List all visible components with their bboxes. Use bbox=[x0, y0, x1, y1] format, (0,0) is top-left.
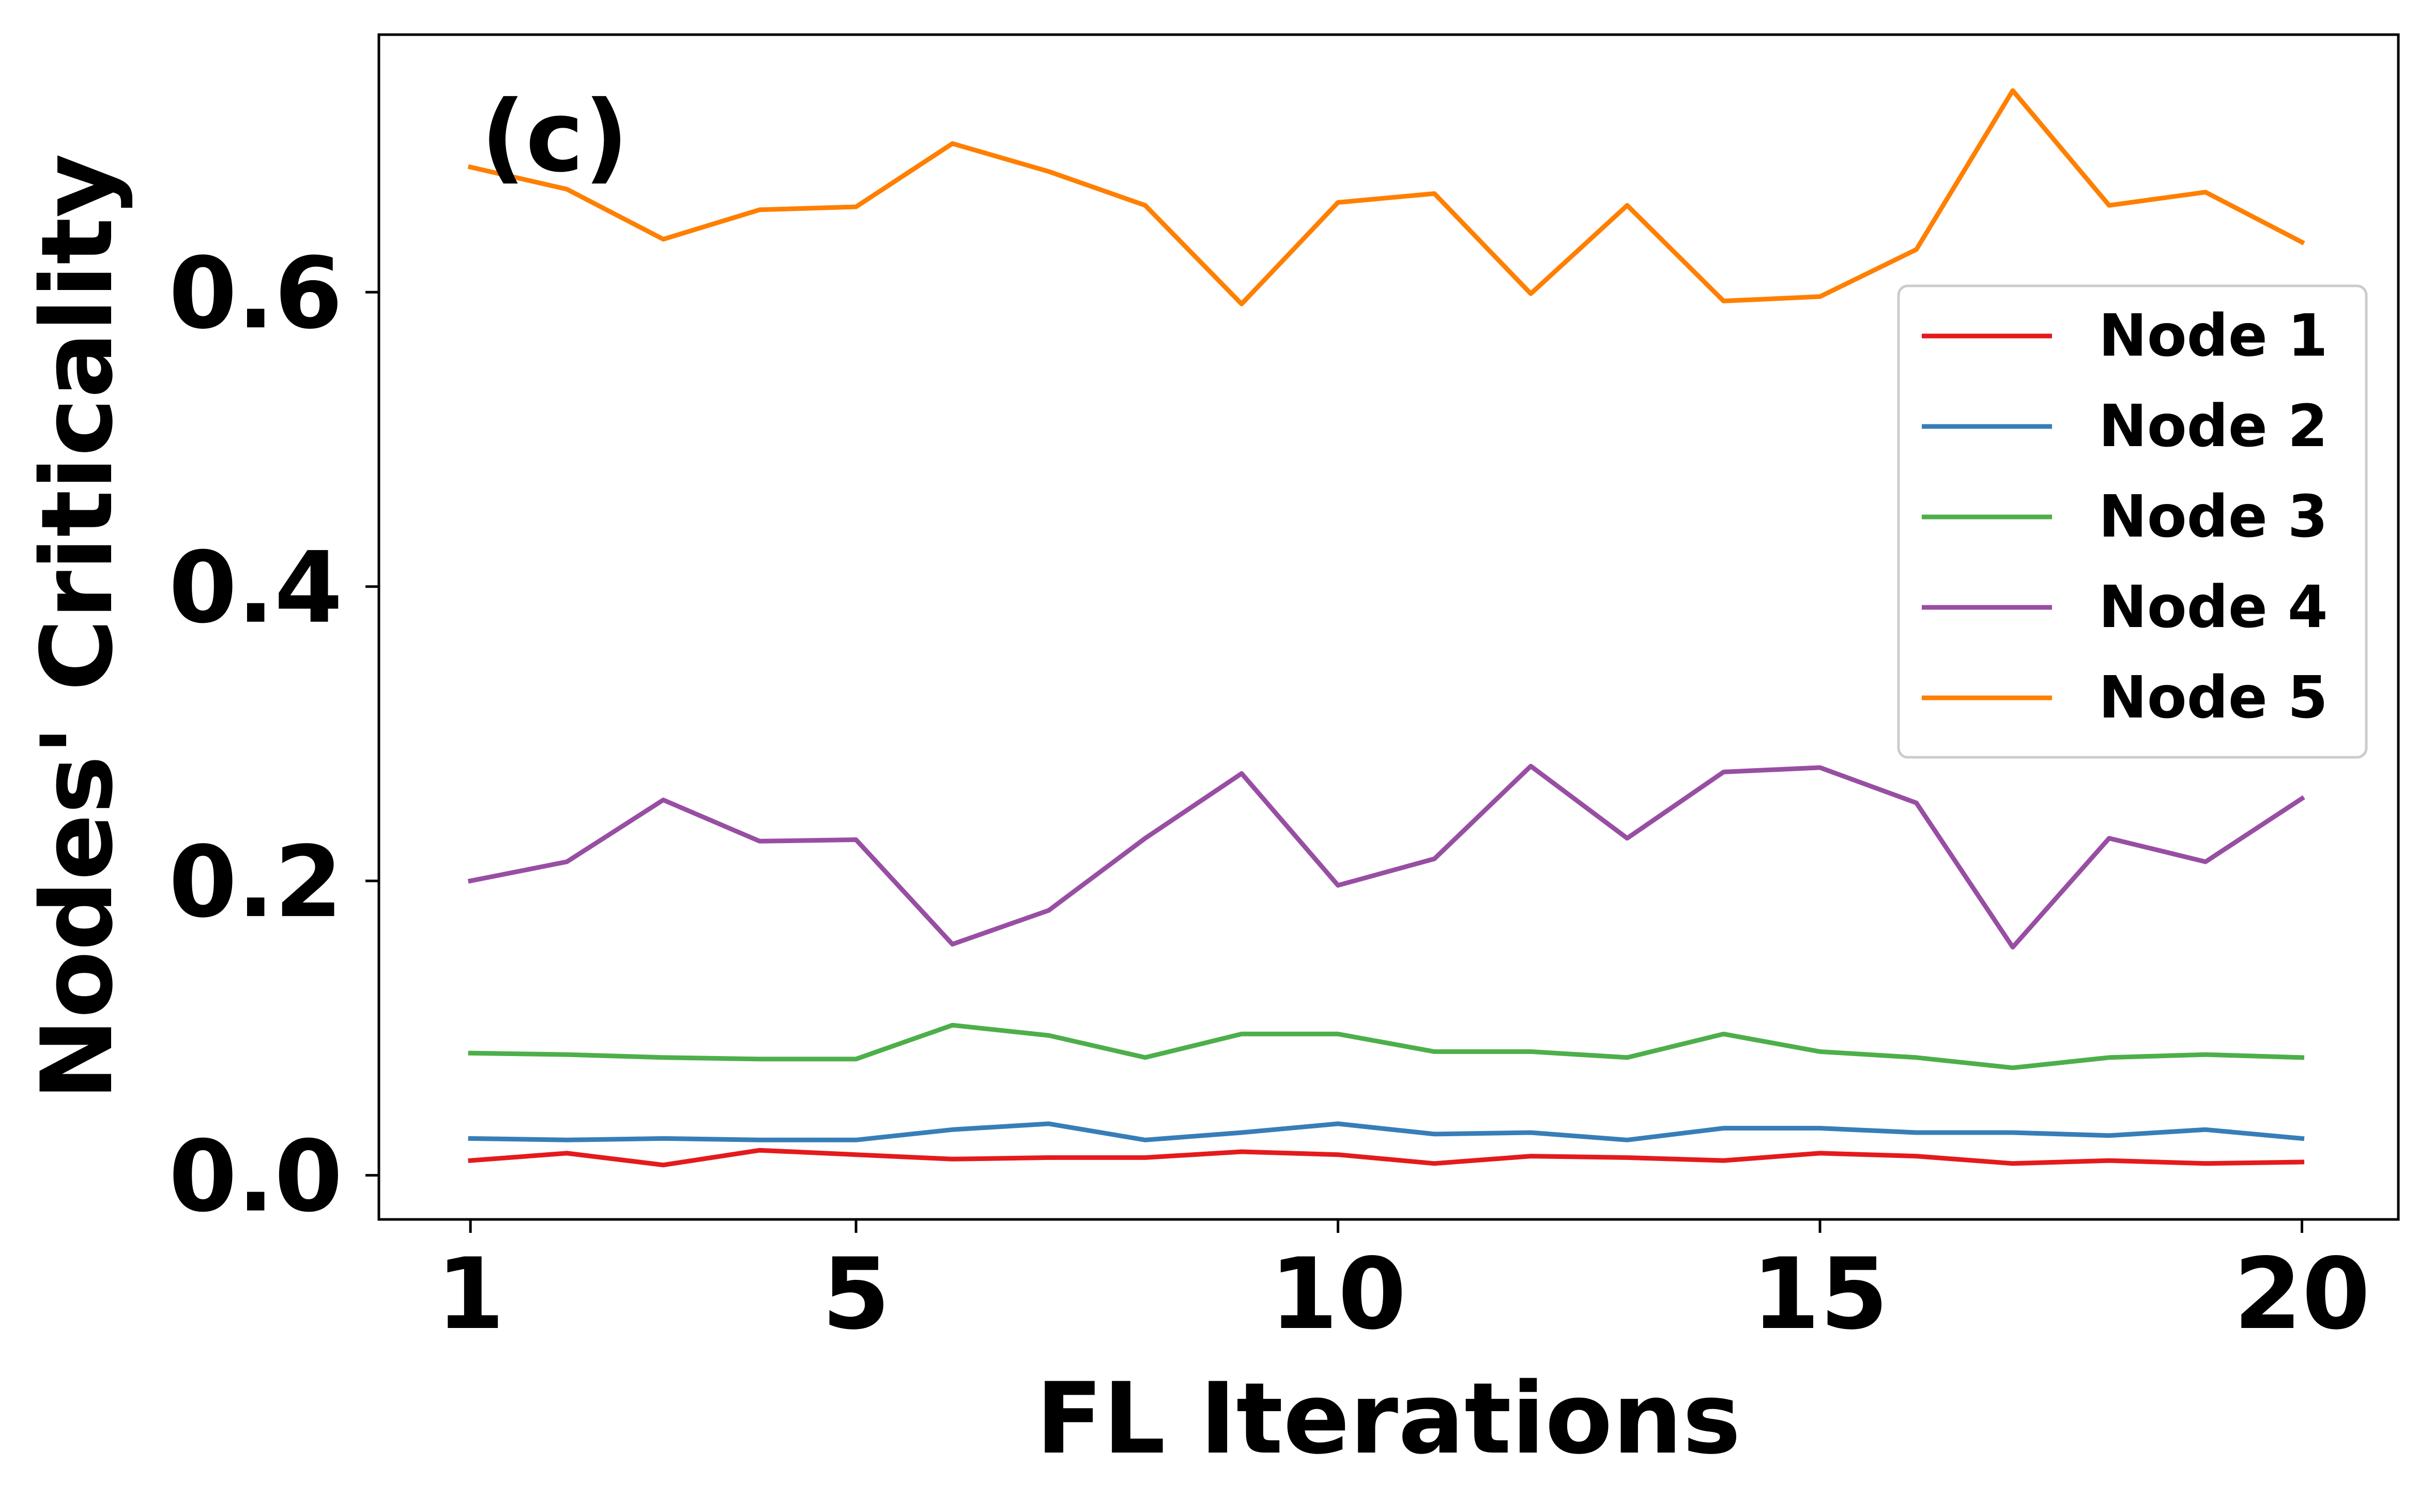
x-tick-label: 1 bbox=[436, 1237, 504, 1351]
plot-area-frame bbox=[377, 33, 2400, 1221]
y-axis-label: Nodes' Criticality bbox=[20, 154, 134, 1101]
series-line-node-1 bbox=[468, 1148, 2305, 1168]
y-tick-label: 0.2 bbox=[169, 825, 343, 939]
series-lines bbox=[467, 88, 2305, 1168]
x-axis-ticks: 1 5 10 15 20 bbox=[436, 1219, 2370, 1351]
legend-box bbox=[1897, 284, 2368, 759]
legend-label-node-2: Node 2 bbox=[2099, 393, 2328, 460]
legend-label-node-1: Node 1 bbox=[2099, 302, 2328, 370]
x-tick-label: 20 bbox=[2233, 1237, 2370, 1351]
x-tick-label: 5 bbox=[822, 1237, 890, 1351]
series-line-node-4 bbox=[467, 763, 2305, 950]
series-line-node-3 bbox=[468, 1022, 2305, 1071]
legend: Node 1 Node 2 Node 3 Node 4 Node 5 bbox=[1897, 284, 2368, 759]
series-line-node-2 bbox=[468, 1121, 2305, 1142]
legend-label-node-3: Node 3 bbox=[2099, 483, 2328, 551]
x-axis-label: FL Iterations bbox=[1036, 1362, 1741, 1476]
x-tick-label: 15 bbox=[1752, 1237, 1888, 1351]
series-line-node-5 bbox=[467, 88, 2305, 307]
y-tick-label: 0.4 bbox=[169, 531, 343, 645]
legend-label-node-5: Node 5 bbox=[2099, 664, 2328, 731]
y-tick-label: 0.0 bbox=[169, 1120, 343, 1234]
y-axis-ticks: 0.0 0.2 0.4 0.6 bbox=[169, 236, 379, 1234]
legend-label-node-4: Node 4 bbox=[2099, 574, 2328, 641]
x-tick-label: 10 bbox=[1269, 1237, 1406, 1351]
panel-label: (c) bbox=[481, 80, 629, 194]
y-tick-label: 0.6 bbox=[169, 236, 343, 350]
legend-entries: Node 1 Node 2 Node 3 Node 4 Node 5 bbox=[1922, 302, 2328, 731]
